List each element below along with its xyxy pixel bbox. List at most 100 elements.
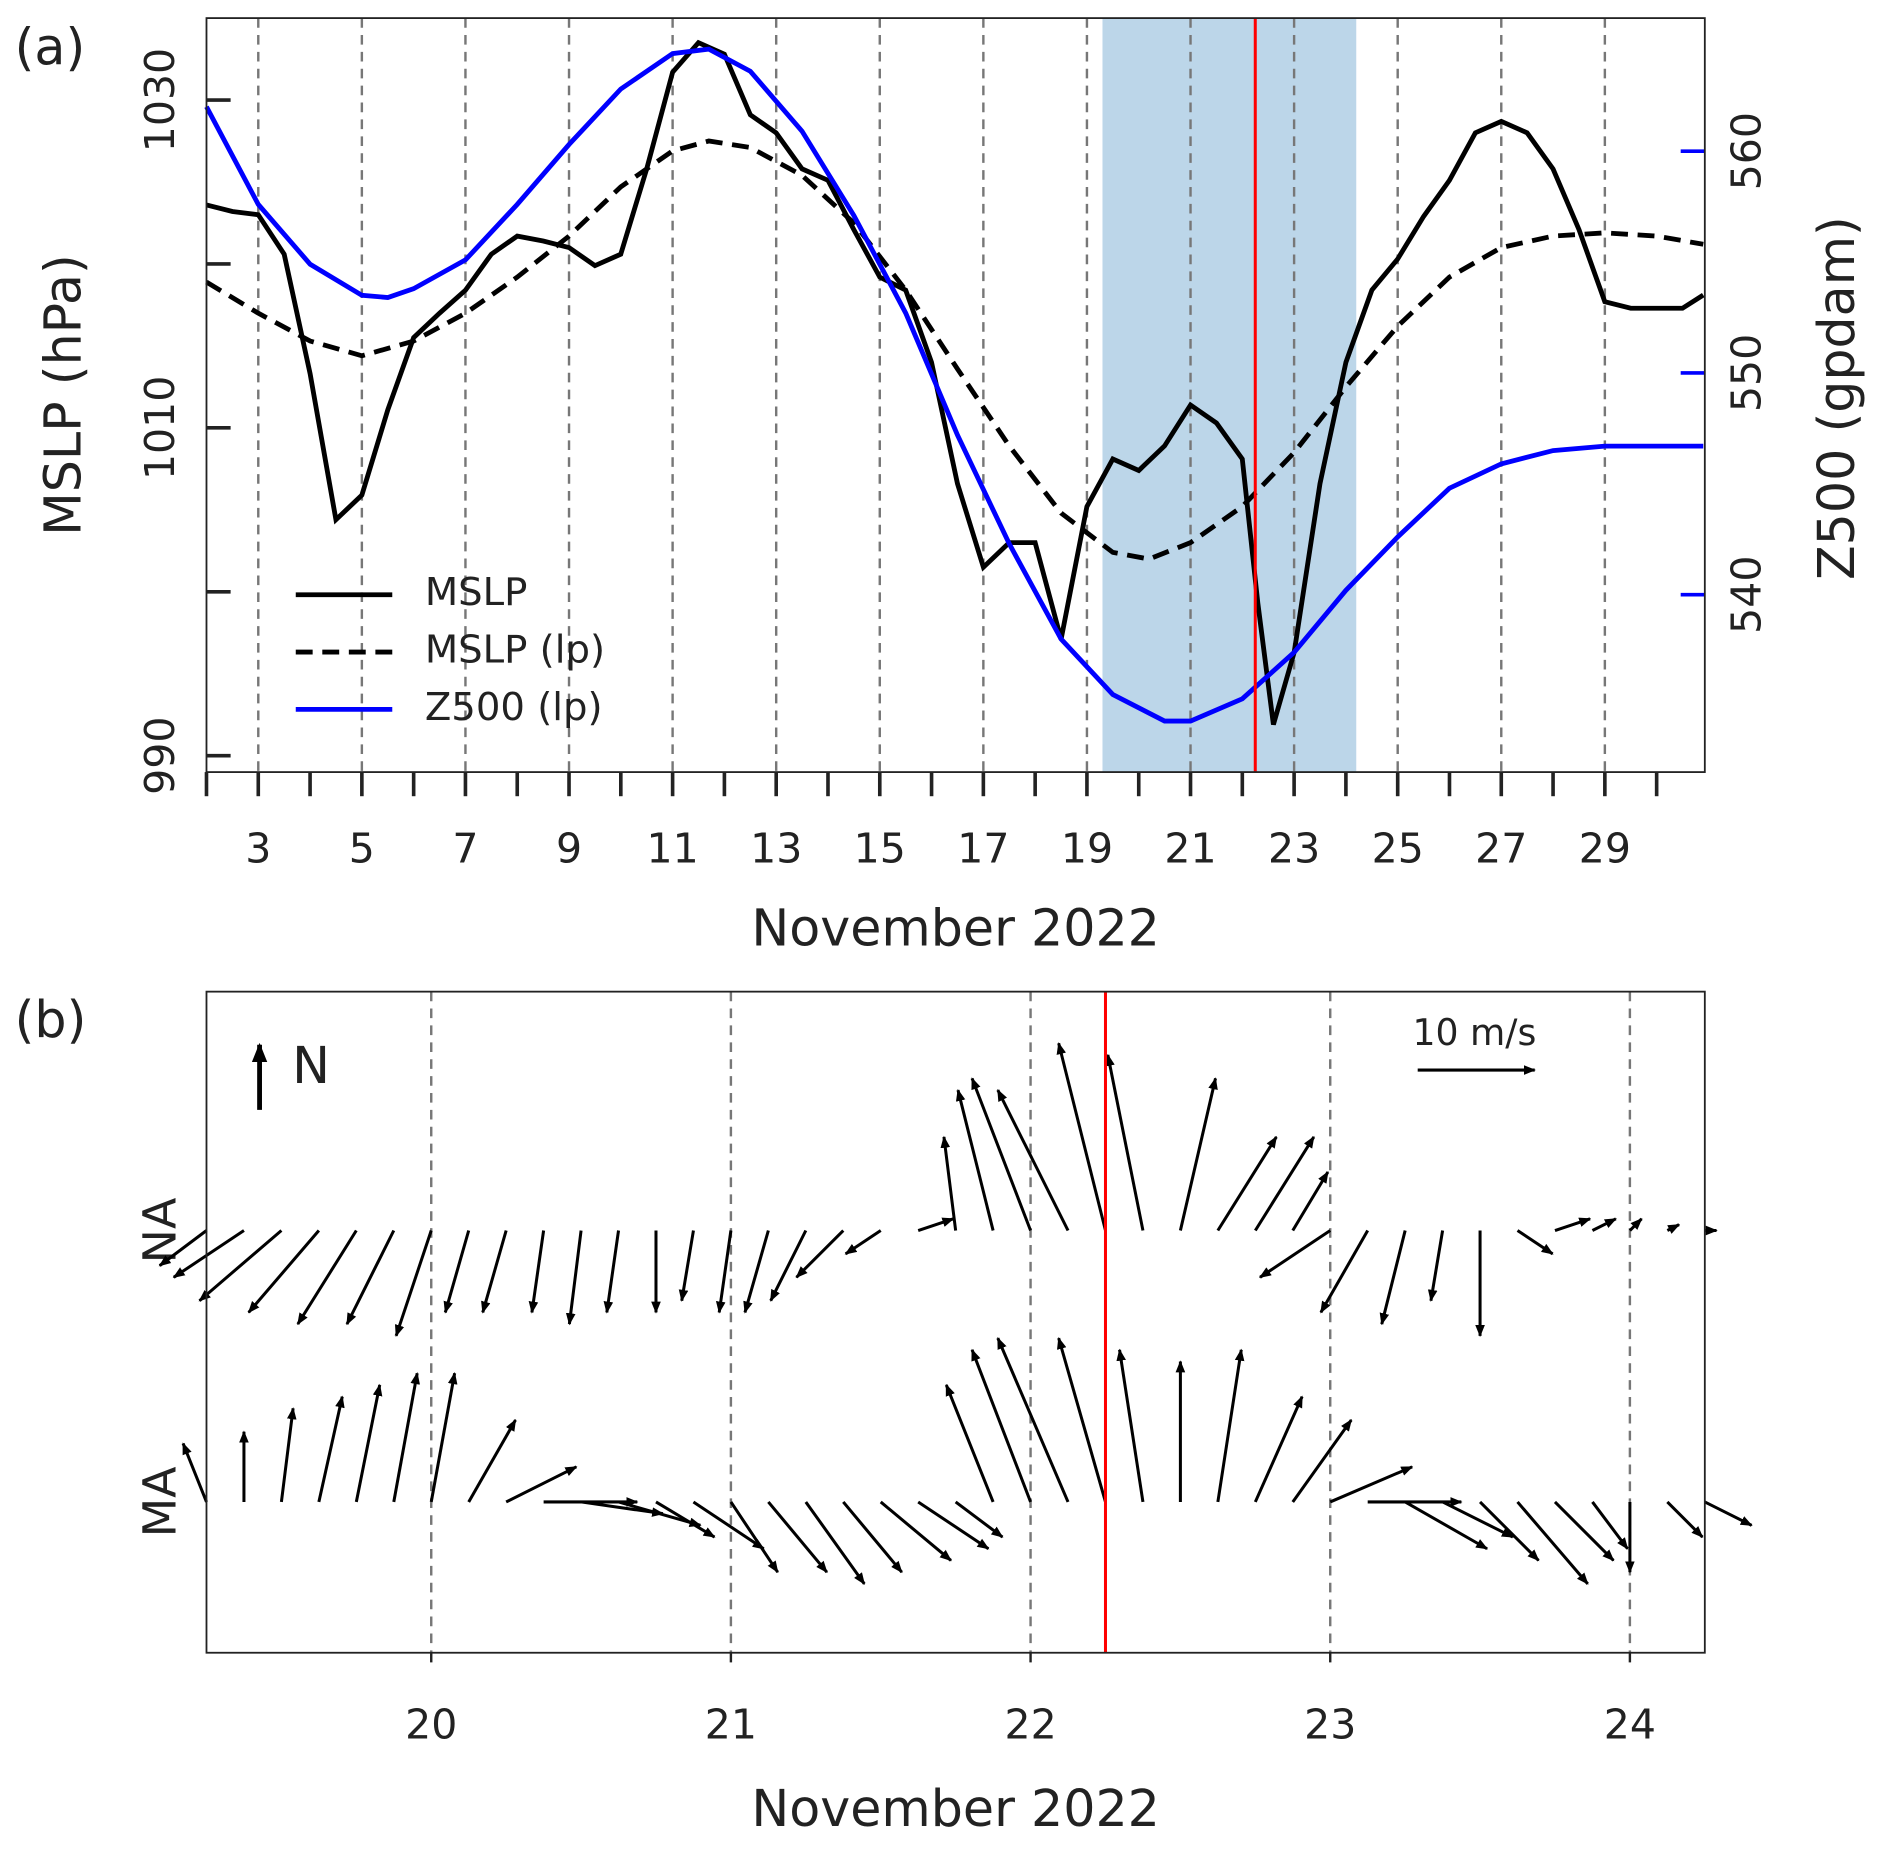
x-tick-label: 11	[647, 825, 699, 873]
wind-arrow	[1254, 1135, 1316, 1232]
x-tick-label: 5	[349, 825, 375, 873]
wind-arrow	[655, 1500, 716, 1539]
wind-arrow	[844, 1229, 882, 1256]
x-tick-label: 13	[750, 825, 802, 873]
wind-arrow	[392, 1372, 420, 1503]
y2-tick-label: 540	[1722, 556, 1770, 634]
wind-arrow	[970, 1077, 1032, 1232]
wind-arrow	[970, 1348, 1032, 1503]
wind-arrow	[1329, 1465, 1414, 1504]
wind-arrow	[1591, 1217, 1617, 1232]
wind-arrow	[296, 1229, 358, 1326]
wind-arrow	[1253, 1395, 1304, 1503]
wind-arrow	[1319, 1229, 1369, 1314]
wind-arrow	[1554, 1217, 1592, 1232]
row-label: MA	[133, 1466, 187, 1537]
plot-frame	[205, 990, 1706, 1654]
wind-arrow	[345, 1229, 396, 1326]
wind-arrow	[879, 1500, 952, 1562]
wind-arrow	[1516, 1229, 1554, 1256]
wind-arrow	[1553, 1500, 1615, 1562]
y-tick-label: 990	[136, 717, 184, 795]
wind-arrow	[1704, 1500, 1753, 1527]
wind-arrow	[678, 1230, 695, 1302]
wind-arrow	[743, 1230, 770, 1314]
x-tick-label: 17	[957, 825, 1009, 873]
wind-arrow	[1628, 1217, 1643, 1232]
wind-arrow	[565, 1230, 583, 1326]
x-tick-label: 29	[1579, 825, 1631, 873]
wind-arrow	[996, 1089, 1070, 1232]
x-axis-label: November 2022	[751, 898, 1160, 957]
wind-arrow	[715, 1230, 733, 1314]
series-line	[205, 138, 1704, 562]
wind-arrow	[1291, 1419, 1353, 1503]
wind-arrow	[443, 1230, 471, 1314]
x-tick-label: 22	[1004, 1701, 1056, 1749]
y2-axis-label: Z500 (gpdam)	[1807, 216, 1866, 580]
wind-arrow	[172, 1229, 245, 1279]
series-line	[204, 46, 1704, 724]
wind-arrow	[1116, 1348, 1145, 1503]
wind-arrow	[1216, 1348, 1245, 1503]
panel-label: (a)	[15, 18, 86, 77]
y-tick-label: 1030	[136, 48, 184, 152]
wind-arrow	[1441, 1500, 1514, 1539]
row-label: NA	[133, 1198, 187, 1264]
wind-arrow	[1427, 1230, 1445, 1302]
y2-tick-label: 560	[1722, 112, 1770, 190]
wind-arrow	[795, 1229, 845, 1279]
wind-arrow	[917, 1217, 955, 1232]
wind-arrow	[767, 1500, 829, 1574]
wind-arrow	[1178, 1077, 1218, 1231]
wind-arrow	[996, 1337, 1070, 1503]
y-tick-label: 1010	[136, 376, 184, 480]
legend-label: Z500 (lp)	[425, 685, 603, 730]
wind-arrow	[603, 1230, 621, 1314]
north-label: N	[292, 1036, 330, 1095]
wind-arrow	[955, 1088, 995, 1231]
x-tick-label: 25	[1372, 825, 1424, 873]
panel-label: (b)	[15, 990, 87, 1049]
legend-label: MSLP (lp)	[425, 628, 605, 673]
wind-arrow	[317, 1395, 345, 1503]
wind-arrow	[1666, 1500, 1704, 1539]
wind-arrow	[1259, 1229, 1332, 1279]
x-tick-label: 9	[556, 825, 582, 873]
wind-arrow	[940, 1135, 958, 1231]
y-axis-label: MSLP (hPa)	[34, 254, 93, 536]
wind-arrow	[158, 1229, 208, 1267]
wind-arrow	[804, 1501, 866, 1585]
wind-arrow	[1379, 1230, 1407, 1326]
wind-arrow	[354, 1383, 383, 1503]
key-label: 10 m/s	[1412, 1011, 1536, 1054]
wind-arrow	[279, 1407, 297, 1503]
x-tick-label: 27	[1475, 825, 1527, 873]
wind-arrow	[944, 1383, 995, 1503]
wind-arrow	[692, 1500, 765, 1551]
wind-arrow	[1105, 1053, 1145, 1231]
x-tick-label: 19	[1061, 825, 1113, 873]
wind-arrow	[528, 1230, 546, 1314]
wind-arrow	[1516, 1500, 1589, 1585]
wind-arrow	[729, 1501, 779, 1574]
wind-arrow	[1591, 1501, 1629, 1550]
x-tick-label: 20	[405, 1701, 457, 1749]
wind-arrow	[1057, 1336, 1107, 1503]
wind-arrow	[1478, 1500, 1540, 1562]
x-tick-label: 7	[452, 825, 478, 873]
series-line	[205, 39, 1705, 726]
x-tick-label: 3	[245, 825, 271, 873]
wind-arrow	[1666, 1223, 1681, 1234]
x-tick-label: 23	[1304, 1701, 1356, 1749]
wind-arrow	[769, 1229, 808, 1302]
wind-arrow	[481, 1230, 508, 1314]
legend-label: MSLP	[425, 570, 528, 615]
x-tick-label: 23	[1268, 825, 1320, 873]
wind-arrow	[181, 1442, 208, 1503]
plot-frame	[205, 17, 1706, 773]
wind-arrow	[429, 1372, 458, 1503]
x-tick-label: 21	[1164, 825, 1216, 873]
x-tick-label: 15	[854, 825, 906, 873]
